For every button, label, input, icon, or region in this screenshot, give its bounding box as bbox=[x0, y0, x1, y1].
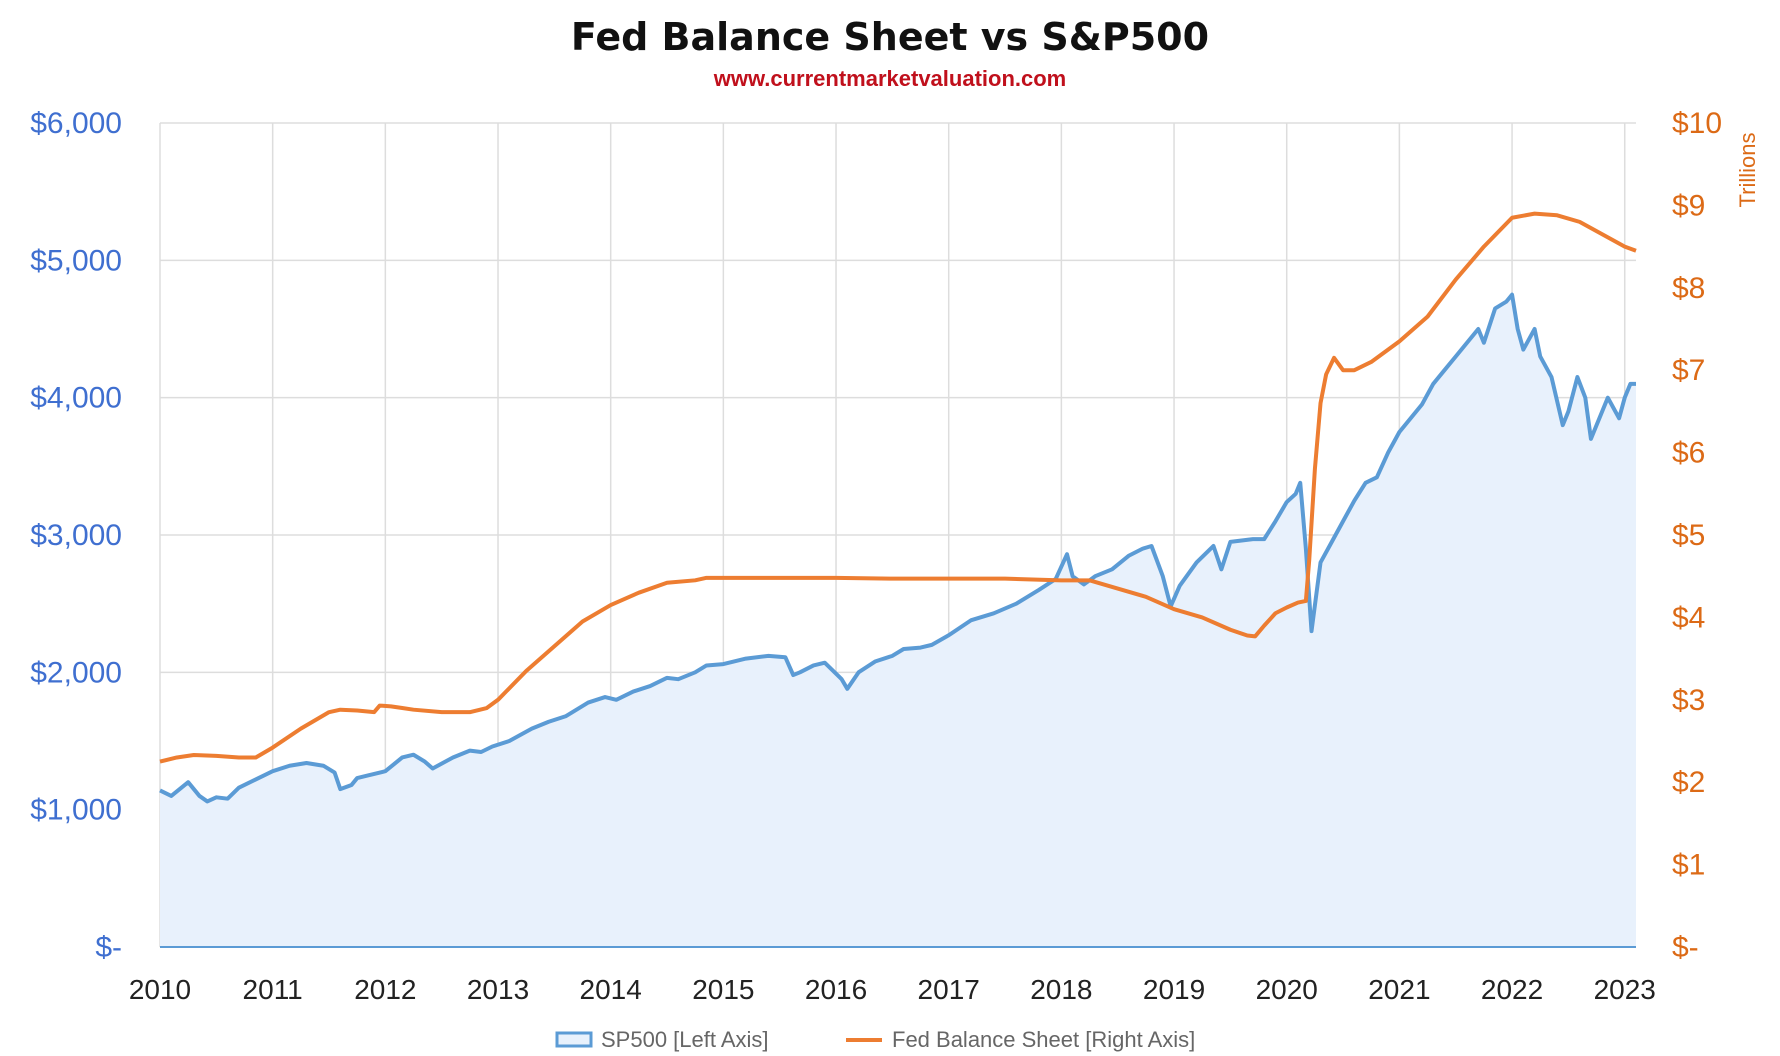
right-axis-tick-label: $1 bbox=[1672, 849, 1705, 882]
x-axis-tick-label: 2022 bbox=[1481, 974, 1543, 1005]
x-axis-tick-label: 2010 bbox=[129, 974, 191, 1005]
fed-balance-line bbox=[159, 211, 1637, 764]
axes: $- $1,000 $2,000 $3,000 $4,000 $5,000 $6,000 $-… bbox=[30, 107, 1722, 1005]
right-axis-tick-label: $- bbox=[1672, 931, 1699, 964]
x-axis-tick-label: 2023 bbox=[1594, 974, 1656, 1005]
x-axis-tick-label: 2012 bbox=[354, 974, 416, 1005]
legend-label-sp500: SP500 [Left Axis] bbox=[601, 1027, 769, 1052]
series-lines bbox=[159, 211, 1637, 804]
right-axis-tick-label: $10 bbox=[1672, 107, 1722, 140]
legend: SP500 [Left Axis] Fed Balance Sheet [Righ… bbox=[555, 1027, 1195, 1052]
left-axis-tick-label: $2,000 bbox=[30, 656, 122, 689]
right-axis-tick-label: $8 bbox=[1672, 272, 1705, 305]
sp500-line bbox=[159, 292, 1636, 804]
left-axis-tick-label: $1,000 bbox=[30, 794, 122, 827]
x-axis-tick-label: 2017 bbox=[918, 974, 980, 1005]
x-axis-tick-label: 2021 bbox=[1368, 974, 1430, 1005]
x-axis-tick-label: 2011 bbox=[243, 974, 303, 1005]
x-axis-tick-label: 2018 bbox=[1030, 974, 1092, 1005]
right-axis-title: Trillions bbox=[1735, 133, 1760, 208]
x-axis-tick-label: 2016 bbox=[805, 974, 867, 1005]
right-axis-tick-label: $4 bbox=[1672, 601, 1705, 634]
x-axis-tick-label: 2019 bbox=[1143, 974, 1205, 1005]
chart-title: Fed Balance Sheet vs S&P500 bbox=[571, 15, 1209, 59]
chart-subtitle: www.currentmarketvaluation.com bbox=[713, 66, 1067, 91]
right-axis-tick-label: $5 bbox=[1672, 519, 1705, 552]
x-axis-tick-label: 2013 bbox=[467, 974, 529, 1005]
sp500-area-layer bbox=[160, 294, 1636, 947]
x-axis-tick-label: 2020 bbox=[1256, 974, 1318, 1005]
left-axis-tick-label: $4,000 bbox=[30, 382, 122, 415]
right-axis-tick-label: $2 bbox=[1672, 766, 1705, 799]
left-axis-tick-label: $5,000 bbox=[30, 244, 122, 277]
left-axis-tick-label: $6,000 bbox=[30, 107, 122, 140]
left-axis-tick-label: $- bbox=[95, 931, 122, 964]
right-axis-tick-label: $3 bbox=[1672, 684, 1705, 717]
x-axis-tick-label: 2014 bbox=[580, 974, 642, 1005]
legend-swatch-sp500 bbox=[555, 1031, 593, 1048]
sp500-area bbox=[160, 294, 1636, 947]
left-axis-tick-label: $3,000 bbox=[30, 519, 122, 552]
right-axis-tick-label: $7 bbox=[1672, 354, 1705, 387]
x-axis-tick-label: 2015 bbox=[692, 974, 754, 1005]
right-axis-tick-label: $9 bbox=[1672, 189, 1705, 222]
legend-label-fed: Fed Balance Sheet [Right Axis] bbox=[892, 1027, 1195, 1052]
right-axis-tick-label: $6 bbox=[1672, 437, 1705, 470]
